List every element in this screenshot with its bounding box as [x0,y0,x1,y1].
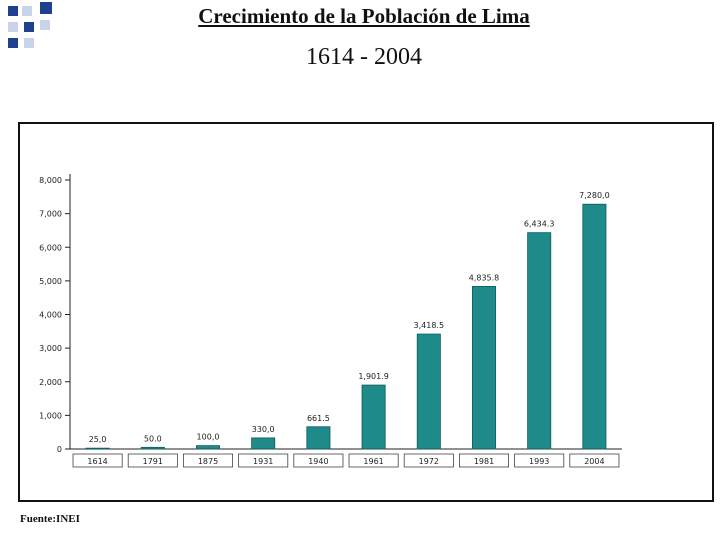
bar-1931 [251,437,276,450]
y-tick-label: 0 [57,445,62,454]
decor-square-4 [8,22,18,32]
data-label-1981: 4,835.8 [469,273,500,282]
x-tick-box-1614 [72,453,123,468]
y-tick-label: 7,000 [39,210,62,219]
data-label-1940: 661.5 [307,414,330,423]
y-tick-label: 3,000 [39,344,62,353]
x-tick-box-1791 [127,453,178,468]
bar-1875 [196,445,220,450]
y-tick-label: 6,000 [39,243,62,252]
bar-1961 [361,384,386,450]
x-tick-label-1791: 1791 [143,457,163,466]
bar-1614 [85,447,110,450]
decor-square-1 [8,6,18,16]
data-label-1961: 1,901.9 [358,372,389,381]
x-tick-box-1972 [403,453,454,468]
decor-square-8 [24,38,34,48]
x-tick-box-1940 [293,453,344,468]
x-tick-label-1614: 1614 [87,457,107,466]
page-subtitle: 1614 - 2004 [306,44,422,70]
x-tick-label-1981: 1981 [474,457,494,466]
bar-1981 [472,285,496,450]
decor-square-6 [40,20,50,30]
x-tick-label-1931: 1931 [253,457,273,466]
data-label-1614: 25,0 [89,435,107,444]
x-tick-box-2004 [569,453,620,468]
bar-1791 [140,446,165,450]
decor-square-7 [8,38,18,48]
x-tick-label-1961: 1961 [363,457,383,466]
x-tick-box-1981 [458,453,509,468]
bar-1972 [416,333,441,450]
chart-frame: 0 1,000 2,000 3,000 4,000 5,000 6,000 7,000 8,00… [18,122,714,502]
y-tick-label: 2,000 [39,378,62,387]
bar-1993 [527,232,552,450]
x-tick-label-1940: 1940 [308,457,328,466]
y-tick-label: 5,000 [39,277,62,286]
x-tick-box-1875 [182,453,233,468]
x-tick-label-1993: 1993 [529,457,549,466]
x-tick-label-1972: 1972 [419,457,439,466]
data-label-2004: 7,280,0 [579,191,610,200]
data-label-1931: 330,0 [252,425,275,434]
source-note: Fuente:INEI [20,513,80,525]
y-tick-label: 4,000 [39,311,62,320]
x-tick-label-1875: 1875 [198,457,218,466]
data-label-1875: 100,0 [197,433,220,442]
bar-1940 [306,426,331,450]
x-tick-box-1961 [348,453,399,468]
data-label-1972: 3,418.5 [414,321,445,330]
x-tick-label-2004: 2004 [584,457,604,466]
decor-square-2 [22,6,32,16]
y-tick-label: 1,000 [39,411,62,420]
x-tick-box-1993 [514,453,565,468]
y-tick-label: 8,000 [39,176,62,185]
data-label-1993: 6,434.3 [524,220,555,229]
decor-square-5 [24,22,34,32]
page-title: Crecimiento de la Población de Lima [198,4,530,28]
bar-chart: 0 1,000 2,000 3,000 4,000 5,000 6,000 7,000 8,00… [39,174,622,468]
decor-square-3 [40,2,52,14]
data-label-1791: 50.0 [144,434,162,443]
bar-2004 [582,203,607,450]
x-tick-box-1931 [238,453,289,468]
